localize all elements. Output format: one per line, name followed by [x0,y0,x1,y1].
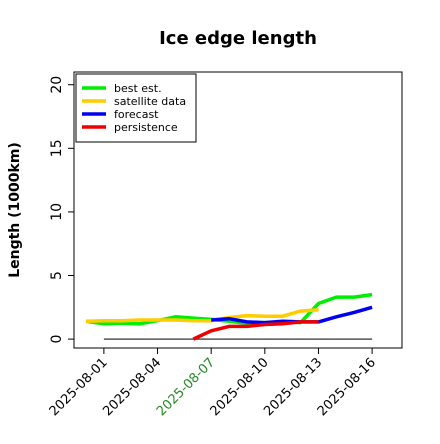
series-line-best-est [85,292,373,326]
y-tick-label: 0 [49,335,65,344]
series-group [85,292,373,341]
legend-box [75,73,197,143]
y-axis-label: Length (1000km) [7,142,23,278]
series-line-satellite-data [85,308,319,324]
legend-label-satellite-data: satellite data [114,95,186,108]
x-tick-label: 2025-08-16 [315,355,379,419]
legend-label-best-est: best est. [114,82,162,95]
plot-frame [73,71,403,349]
legend-label-forecast: forecast [114,108,159,121]
y-tick-label: 10 [49,203,65,221]
y-axis: 0 5 10 15 20 [49,76,74,344]
y-tick-label: 20 [49,76,65,94]
series-line-persistence [192,320,319,341]
y-tick-label: 5 [49,271,65,280]
y-tick-label: 15 [49,139,65,157]
legend-label-persistence: persistence [114,121,178,134]
legend: best est.satellite dataforecastpersisten… [75,73,197,143]
chart-title: Ice edge length [159,28,317,49]
x-axis: 2025-08-012025-08-042025-08-072025-08-10… [47,348,379,419]
